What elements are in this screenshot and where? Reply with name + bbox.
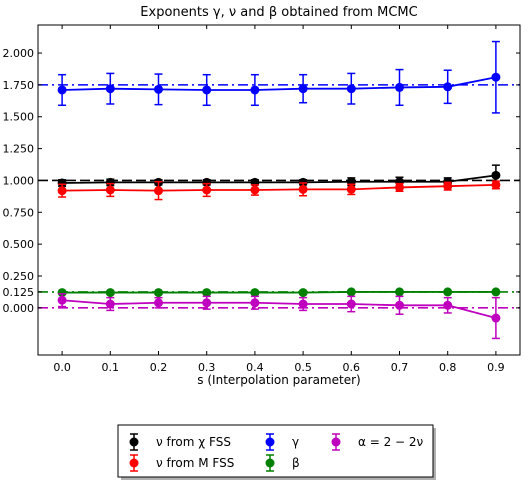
legend-entry-1: ν from M FSS xyxy=(129,454,234,472)
series-line xyxy=(62,174,497,184)
x-tick-label: 0.7 xyxy=(391,361,409,374)
data-point xyxy=(154,186,163,196)
data-point xyxy=(250,185,260,195)
data-point xyxy=(57,295,67,305)
data-point xyxy=(154,84,163,94)
series-line xyxy=(62,299,497,319)
data-point xyxy=(250,85,260,95)
data-point xyxy=(491,180,501,190)
data-point xyxy=(105,84,115,94)
data-point xyxy=(105,177,115,187)
data-point xyxy=(443,287,453,297)
legend-entry-0: ν from χ FSS xyxy=(129,433,231,451)
data-point xyxy=(346,184,356,194)
y-tick-label: 0.250 xyxy=(3,270,35,283)
x-tick-label: 0.2 xyxy=(150,361,168,374)
legend-label: ν from χ FSS xyxy=(156,435,231,449)
legend-label: β xyxy=(292,456,300,470)
data-point xyxy=(298,84,308,94)
chart-title: Exponents γ, ν and β obtained from MCMC xyxy=(140,5,417,20)
x-tick-label: 0.3 xyxy=(198,361,216,374)
data-point xyxy=(443,82,453,92)
data-point xyxy=(202,85,212,95)
data-point xyxy=(202,288,212,298)
data-point xyxy=(298,288,308,298)
data-point xyxy=(57,178,67,188)
x-axis-label: s (Interpolation parameter) xyxy=(197,373,360,387)
legend-label: γ xyxy=(292,435,299,449)
y-tick-label: 1.250 xyxy=(3,143,35,156)
legend-label: α = 2 − 2ν xyxy=(358,435,424,449)
legend-entry-3: β xyxy=(265,454,300,472)
data-point xyxy=(57,85,67,95)
data-point xyxy=(202,185,212,195)
data-point xyxy=(202,177,212,187)
legend-marker xyxy=(129,458,139,468)
legend: ν from χ FSS ν from M FSS γβ α = 2 − 2ν xyxy=(117,424,436,480)
series-1 xyxy=(57,180,501,201)
series-3 xyxy=(57,287,501,298)
x-tick-label: 0.1 xyxy=(102,361,120,374)
data-point xyxy=(57,288,67,298)
series-line xyxy=(62,291,496,294)
legend-marker xyxy=(265,458,275,468)
legend-marker xyxy=(265,437,275,447)
data-point xyxy=(105,185,115,195)
y-tick-label: 1.000 xyxy=(3,174,35,187)
data-point xyxy=(105,288,115,298)
data-point xyxy=(443,300,453,310)
series-line xyxy=(62,184,496,192)
x-tick-label: 0.9 xyxy=(487,361,505,374)
data-point xyxy=(395,300,404,310)
series-2 xyxy=(57,40,501,114)
series-4 xyxy=(57,293,501,340)
data-point xyxy=(491,170,501,180)
data-point xyxy=(395,82,404,92)
data-point xyxy=(202,298,212,308)
y-tick-label: 0.750 xyxy=(3,206,35,219)
series-0 xyxy=(57,164,501,188)
y-tick-label: 1.750 xyxy=(3,79,35,92)
legend-marker xyxy=(331,437,341,447)
data-point xyxy=(57,186,67,196)
series-layer xyxy=(57,40,501,340)
data-point xyxy=(154,288,163,298)
data-point xyxy=(491,72,501,82)
data-point xyxy=(154,298,163,308)
data-point xyxy=(298,299,308,309)
data-point xyxy=(346,287,356,297)
data-point xyxy=(250,298,260,308)
y-tick-label: 0.000 xyxy=(3,302,35,315)
data-point xyxy=(395,287,404,297)
data-point xyxy=(298,184,308,194)
data-point xyxy=(395,182,404,192)
data-point xyxy=(346,84,356,94)
x-tick-label: 0.5 xyxy=(294,361,312,374)
data-point xyxy=(250,288,260,298)
x-tick-label: 0.4 xyxy=(246,361,264,374)
legend-box xyxy=(117,424,434,478)
x-tick-label: 0.0 xyxy=(53,361,71,374)
data-point xyxy=(105,299,115,309)
legend-entry-2: γ xyxy=(265,433,299,451)
legend-entry-4: α = 2 − 2ν xyxy=(331,433,424,451)
y-tick-label: 2.000 xyxy=(3,47,35,60)
y-tick-label: 0.500 xyxy=(3,238,35,251)
y-tick-label: 1.500 xyxy=(3,111,35,124)
data-point xyxy=(346,299,356,309)
y-tick-label: 0.125 xyxy=(3,286,35,299)
x-tick-label: 0.8 xyxy=(439,361,457,374)
plot-frame xyxy=(37,24,521,356)
data-point xyxy=(443,181,453,191)
axes: 0.0 0.1 0.2 0.3 0.4 0.5 0.6 0.7 0.8 0.9 2.000 1.750… xyxy=(3,25,520,374)
x-tick-label: 0.6 xyxy=(343,361,361,374)
data-point xyxy=(491,287,501,297)
legend-label: ν from M FSS xyxy=(156,456,234,470)
series-line xyxy=(62,76,497,91)
data-point xyxy=(491,313,501,323)
legend-marker xyxy=(129,437,139,447)
